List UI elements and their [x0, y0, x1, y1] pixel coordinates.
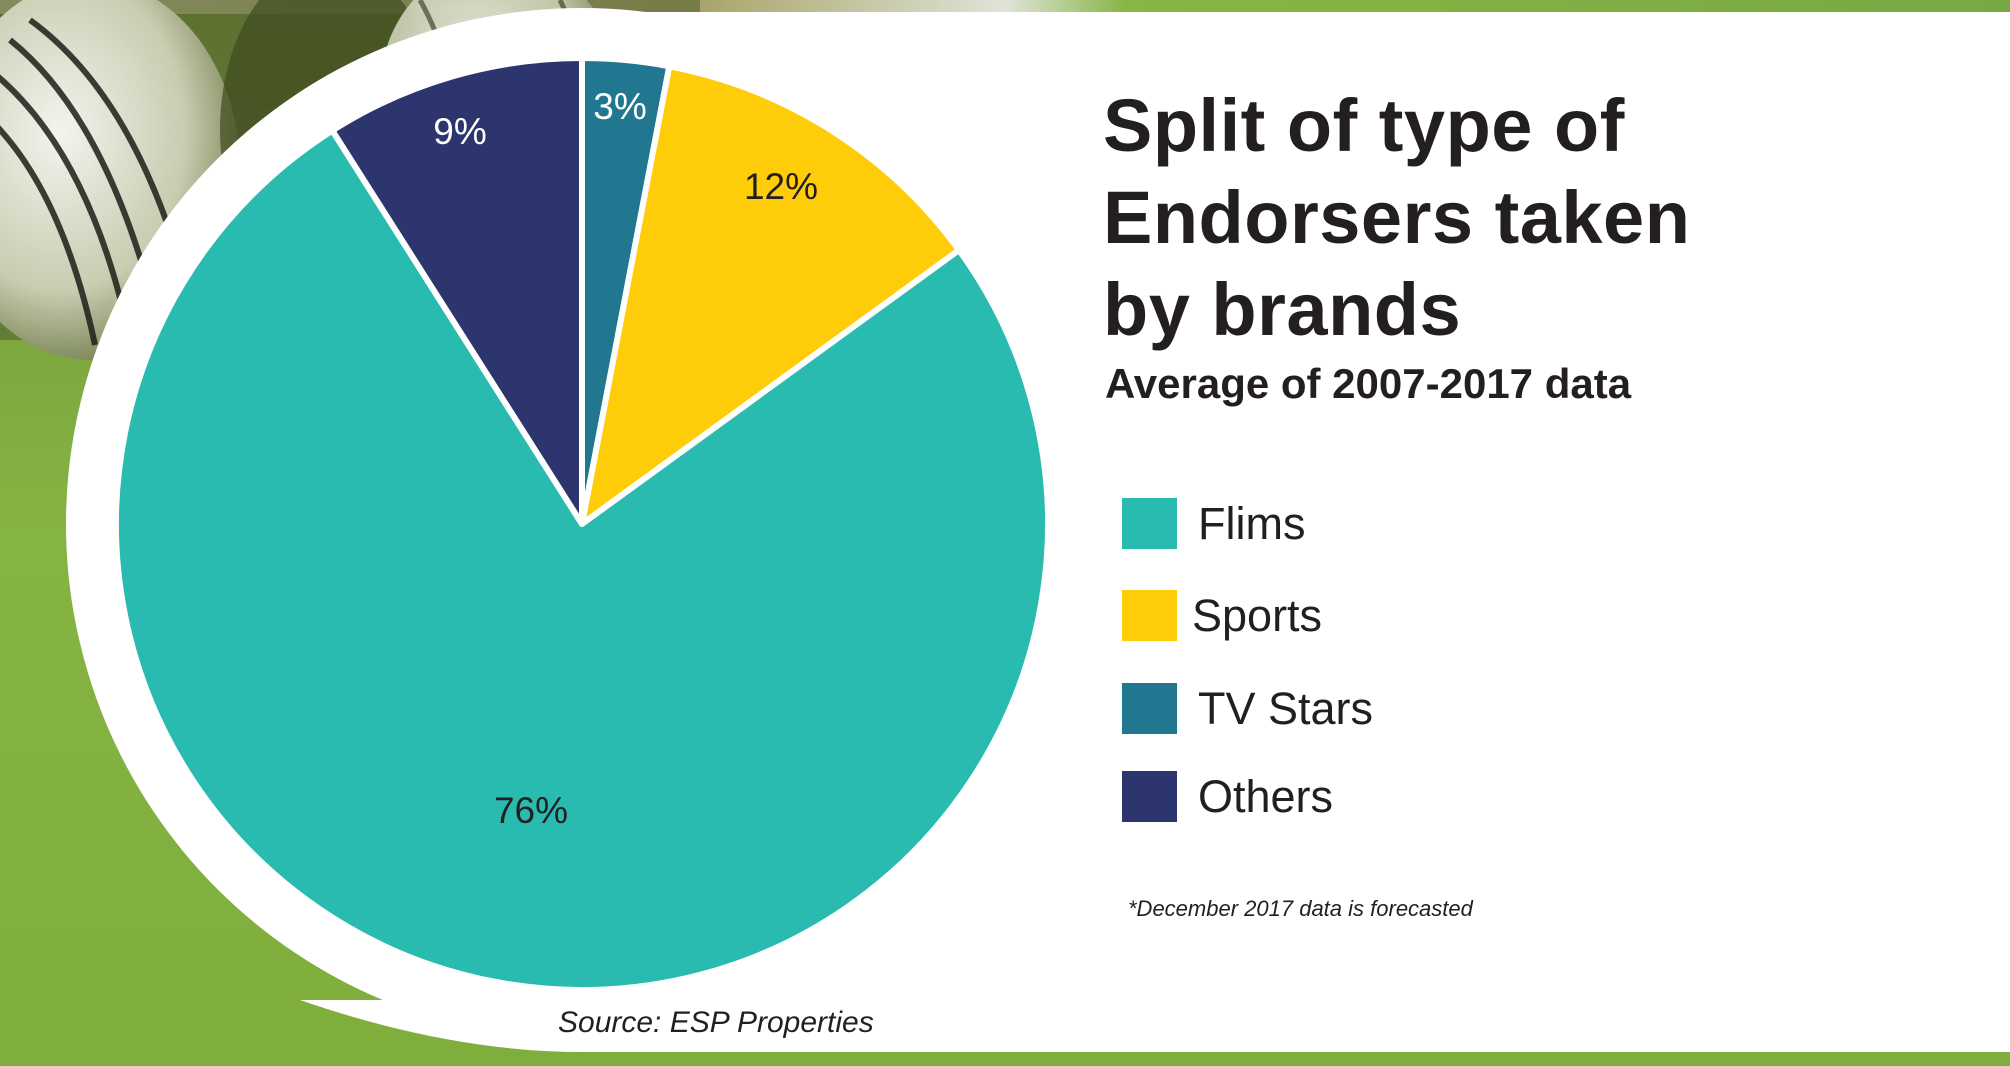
pie-labels: 3% 12% 76% 9%	[433, 86, 818, 831]
footnote: *December 2017 data is forecasted	[1128, 896, 1473, 921]
legend-item-flims: Flims	[1122, 498, 1305, 549]
legend-swatch-tv-stars	[1122, 683, 1177, 734]
pie-label-tv-stars: 3%	[593, 86, 646, 127]
legend-swatch-others	[1122, 771, 1177, 822]
legend-swatch-sports	[1122, 590, 1177, 641]
pie-chart	[113, 55, 1051, 993]
pie-label-sports: 12%	[744, 166, 818, 207]
title-line-2: Endorsers taken	[1103, 176, 1691, 259]
chart-subtitle: Average of 2007-2017 data	[1105, 360, 1632, 407]
legend-item-sports: Sports	[1122, 590, 1322, 641]
title-line-1: Split of type of	[1103, 84, 1625, 167]
legend-label-others: Others	[1198, 770, 1334, 822]
legend-item-others: Others	[1122, 771, 1333, 822]
source-note: Source: ESP Properties	[558, 1006, 874, 1039]
legend-label-flims: Flims	[1198, 497, 1306, 549]
pie-slice-others	[329, 55, 585, 527]
legend-item-tv-stars: TV Stars	[1122, 683, 1373, 734]
legend-swatch-flims	[1122, 498, 1177, 549]
title-line-3: by brands	[1103, 268, 1462, 351]
legend-label-tv-stars: TV Stars	[1198, 682, 1374, 734]
legend-label-sports: Sports	[1192, 589, 1323, 641]
pie-label-others: 9%	[433, 111, 486, 152]
pie-slice-sports	[579, 63, 963, 527]
chart-title: Split of type of Endorsers taken by bran…	[1103, 80, 1690, 356]
pie-label-flims: 76%	[494, 790, 568, 831]
pie-slice-flims	[113, 127, 1051, 993]
